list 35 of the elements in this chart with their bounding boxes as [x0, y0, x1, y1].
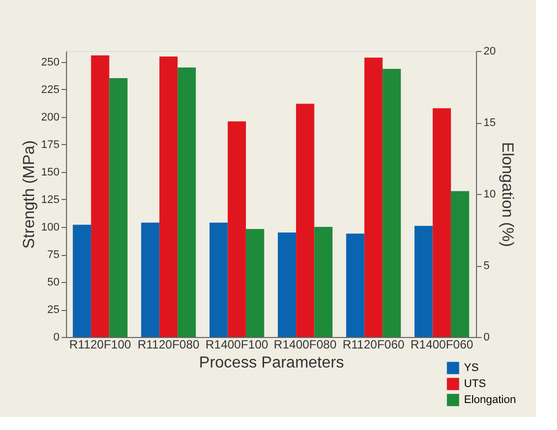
bar: [346, 234, 364, 337]
legend-label: YS: [464, 362, 479, 374]
x-tick-label: R1120F080: [138, 338, 200, 352]
bar: [414, 226, 433, 337]
y-tick-label: 175: [41, 139, 60, 151]
legend-label: UTS: [464, 378, 486, 390]
y2-tick-label: 0: [484, 332, 490, 344]
y-tick-label: 50: [47, 276, 60, 288]
x-axis-title: Process Parameters: [199, 354, 344, 372]
x-tick-label: R1120F060: [342, 338, 405, 352]
y2-tick-label: 10: [484, 188, 496, 200]
bar: [210, 222, 228, 337]
y-tick-label: 225: [41, 84, 60, 96]
y-tick-label: 200: [41, 112, 60, 124]
y-axis-title: Strength (MPa): [21, 140, 38, 249]
x-tick-label: R1400F100: [205, 338, 269, 352]
y2-tick-label: 5: [484, 260, 490, 272]
x-tick-label: R1120F100: [69, 338, 132, 352]
y-tick-label: 150: [41, 166, 60, 178]
bar: [278, 232, 296, 337]
y-tick-label: 250: [41, 56, 60, 68]
y-tick-label: 100: [41, 222, 60, 234]
bar: [141, 222, 160, 337]
y-tick-label: 75: [47, 249, 60, 261]
y-tick-label: 125: [41, 194, 60, 206]
bar: [72, 224, 92, 337]
y2-tick-label: 15: [484, 117, 496, 129]
x-tick-label: R1400F060: [410, 338, 474, 352]
y-tick-label: 0: [53, 332, 60, 344]
y2-axis-title: Elongation (%): [498, 142, 516, 247]
bar: [296, 104, 314, 337]
y-tick-label: 25: [47, 304, 60, 316]
y2-tick-label: 20: [484, 46, 496, 58]
x-tick-label: R1400F080: [274, 338, 337, 352]
legend-label: Elongation: [464, 394, 516, 406]
